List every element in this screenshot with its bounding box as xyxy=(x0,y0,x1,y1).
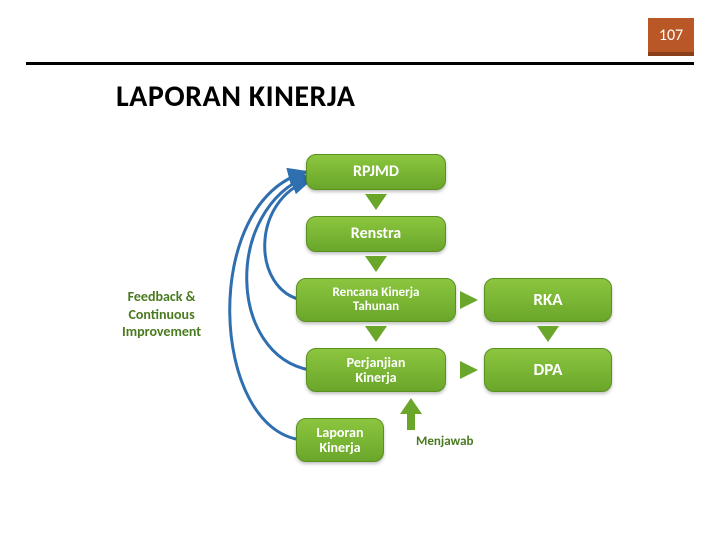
up-arrow-menjawab xyxy=(400,398,422,414)
up-arrow-menjawab-stem xyxy=(407,414,415,430)
right-arrow-1 xyxy=(460,361,478,379)
down-arrow-2 xyxy=(365,326,387,342)
down-arrow-0 xyxy=(365,194,387,210)
page-number: 107 xyxy=(659,26,683,45)
feedback-curve-0 xyxy=(230,172,306,440)
page-title: LAPORAN KINERJA xyxy=(116,78,355,115)
down-arrow-3 xyxy=(537,326,559,342)
node-lk: LaporanKinerja xyxy=(296,418,384,462)
node-rka: RKA xyxy=(484,278,612,322)
node-pk: PerjanjianKinerja xyxy=(306,348,446,392)
node-dpa: DPA xyxy=(484,348,612,392)
node-rkt: Rencana KinerjaTahunan xyxy=(296,278,456,322)
menjawab-label: Menjawab xyxy=(416,434,473,449)
feedback-curve-1 xyxy=(247,176,310,370)
right-arrow-0 xyxy=(460,291,478,309)
down-arrow-1 xyxy=(365,256,387,272)
node-rpjmd: RPJMD xyxy=(306,154,446,190)
node-renstra: Renstra xyxy=(306,216,446,252)
title-rule xyxy=(26,62,694,65)
page-number-badge: 107 xyxy=(648,18,694,56)
feedback-label: Feedback &ContinuousImprovement xyxy=(122,288,201,341)
